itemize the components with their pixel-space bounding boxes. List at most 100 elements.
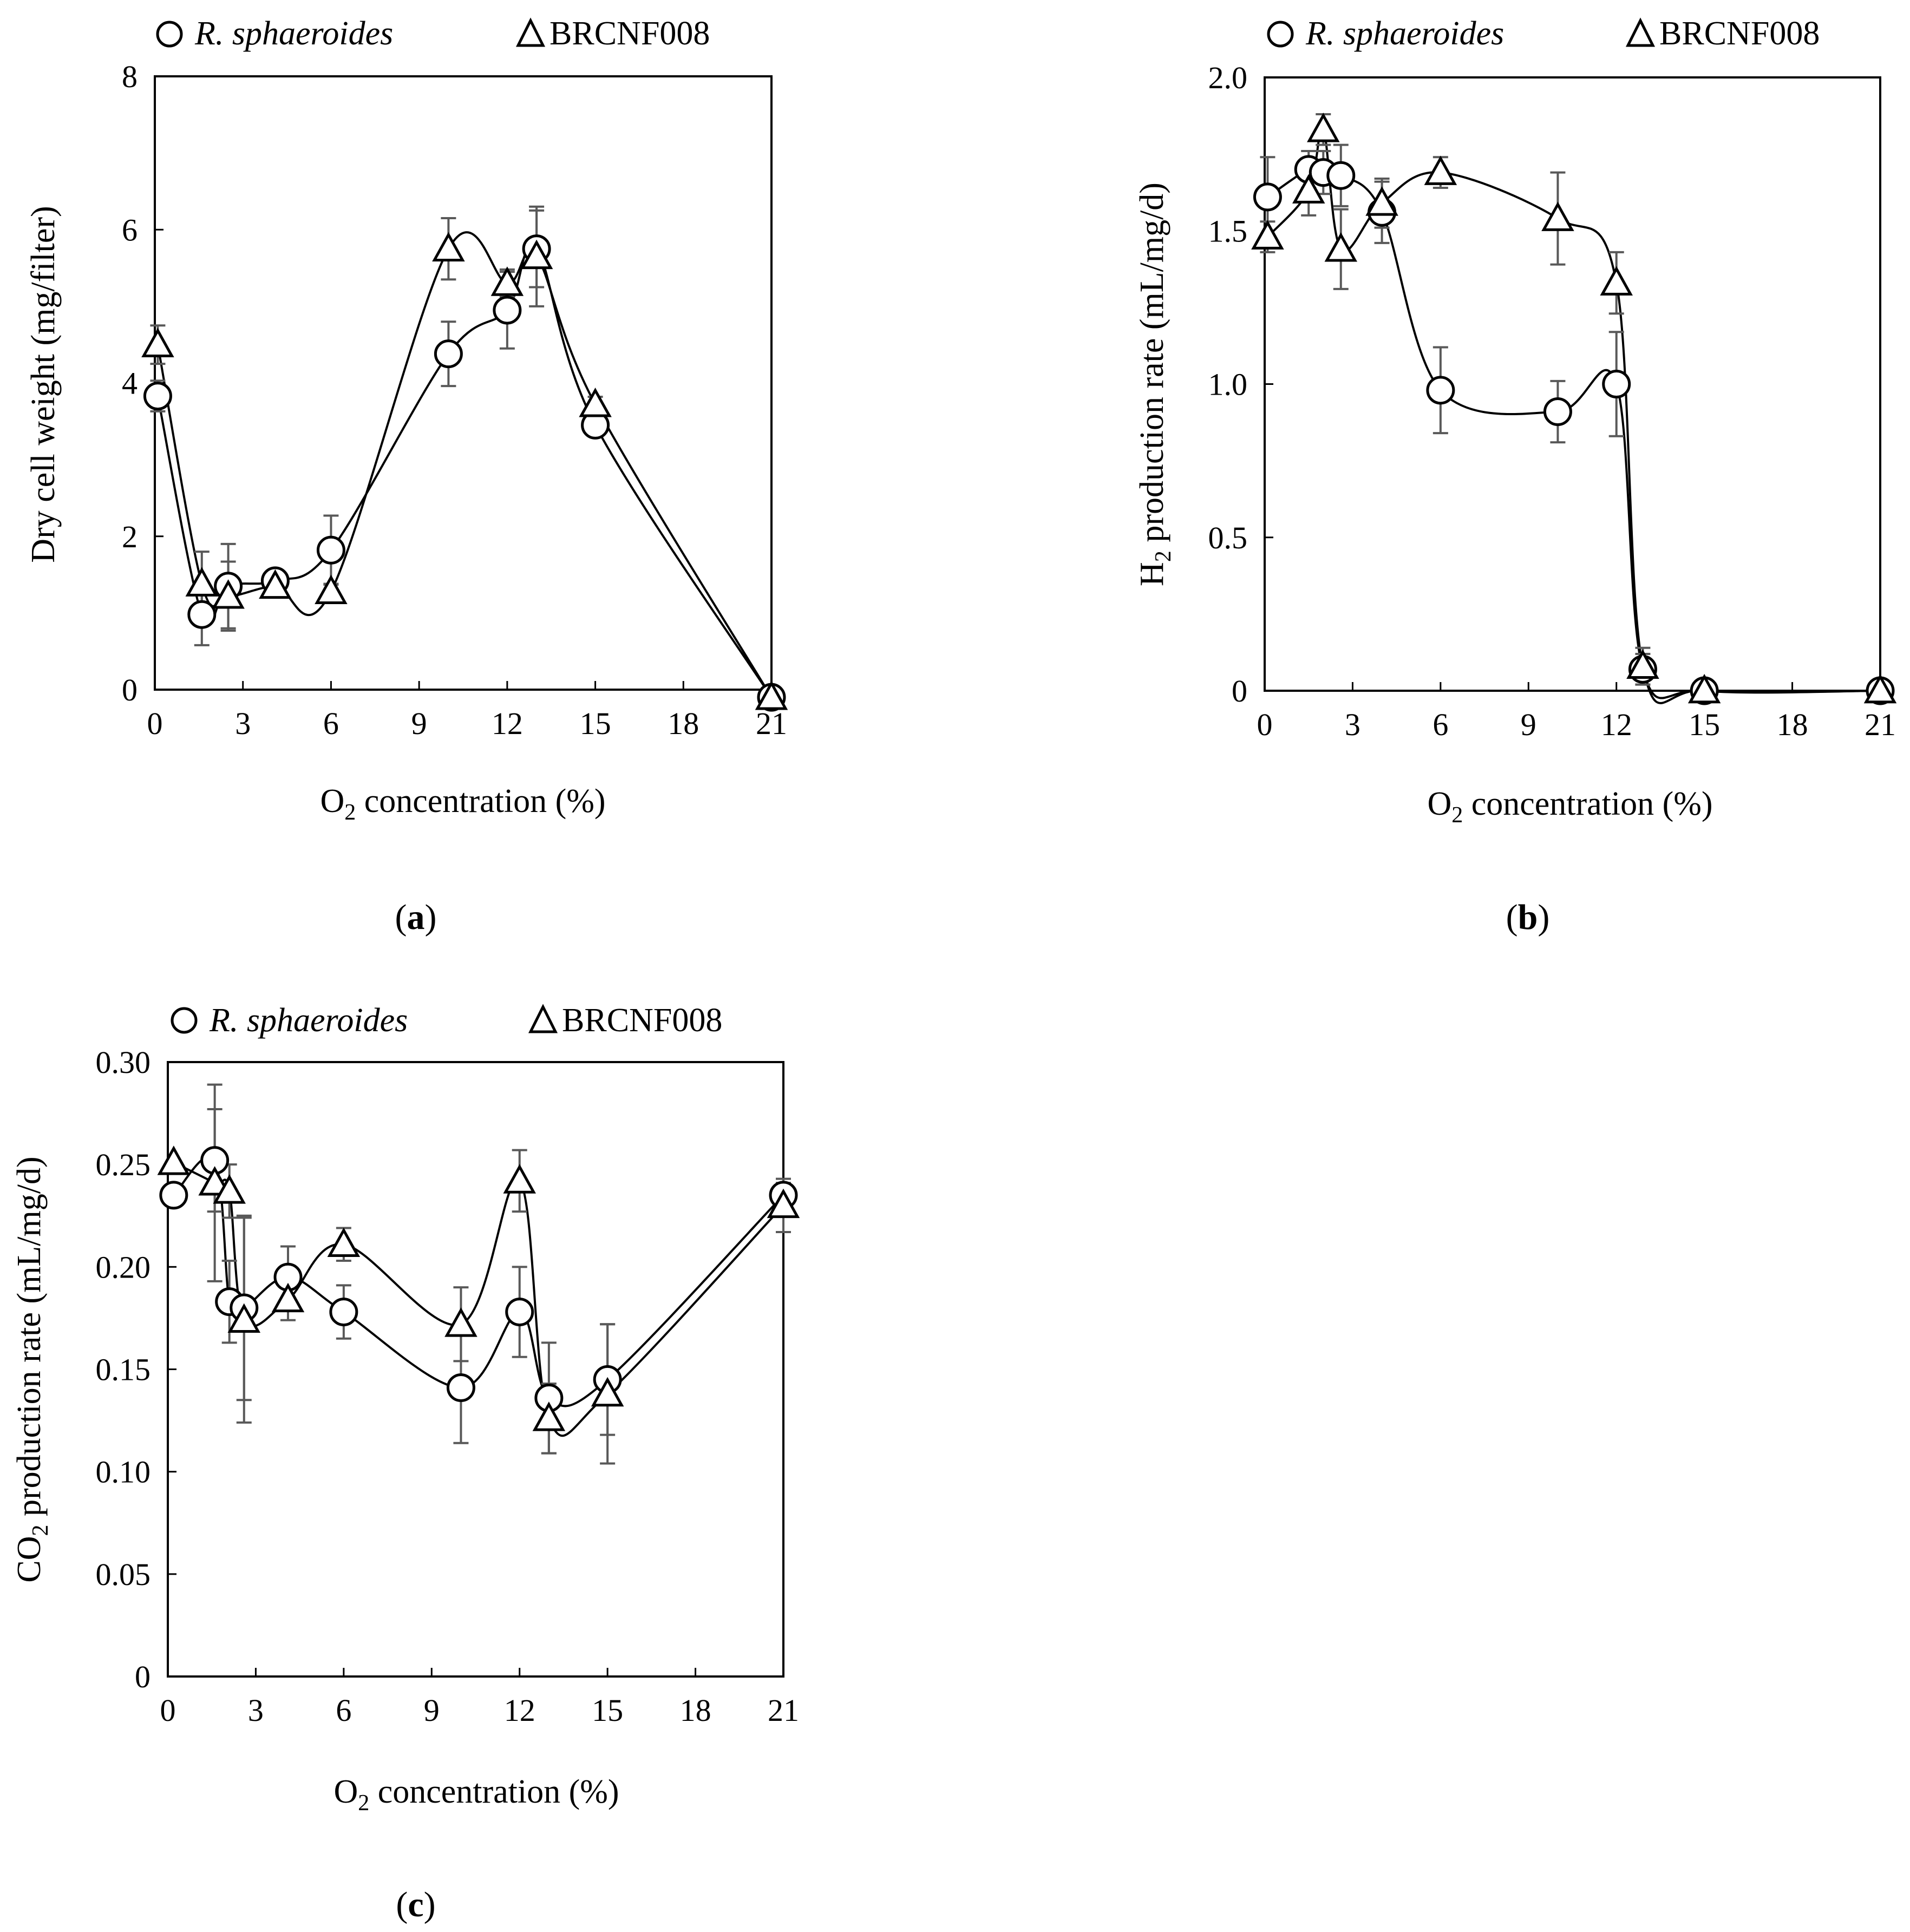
series-lines bbox=[1266, 127, 1881, 704]
x-tick-label: 0 bbox=[160, 1693, 176, 1728]
series-line-r-sphaeroides bbox=[156, 244, 773, 698]
x-axis-label: O2 concentration (%) bbox=[1427, 785, 1712, 828]
series-line-r-sphaeroides bbox=[1267, 167, 1881, 699]
data-point-brcnf008 bbox=[532, 1401, 566, 1431]
data-point-brcnf008 bbox=[490, 266, 524, 296]
data-point-brcnf008 bbox=[1600, 266, 1633, 296]
y-axis-label: Dry cell weight (mg/filter) bbox=[25, 206, 62, 562]
data-point-brcnf008 bbox=[315, 574, 348, 605]
y-axis-ticks: 0 0.5 1.0 1.5 2.0 bbox=[1208, 60, 1273, 709]
x-axis-ticks: 0 3 6 9 12 15 18 21 bbox=[1257, 682, 1896, 742]
x-axis-ticks: 0 3 6 9 12 15 18 21 bbox=[160, 1668, 799, 1728]
data-point-brcnf008 bbox=[1863, 673, 1897, 704]
x-axis-ticks: 0 3 6 9 12 15 18 21 bbox=[147, 681, 787, 741]
y-tick-label: 0.15 bbox=[96, 1352, 151, 1387]
y-axis-ticks: 0 0.05 0.10 0.15 0.20 0.25 0.30 bbox=[96, 1045, 176, 1694]
data-point-brcnf008 bbox=[198, 1166, 231, 1196]
data-point-brcnf008 bbox=[1626, 649, 1659, 679]
legend-triangle-marker bbox=[515, 17, 546, 47]
y-tick-label: 0.10 bbox=[96, 1455, 151, 1490]
data-point-r-sphaeroides bbox=[316, 535, 345, 565]
y-axis-label: H2 production rate (mL/mg/d) bbox=[1134, 182, 1176, 586]
series-line-brcnf008 bbox=[173, 1161, 784, 1437]
x-tick-label: 3 bbox=[248, 1693, 264, 1728]
x-tick-label: 3 bbox=[1345, 707, 1360, 742]
series-lines bbox=[156, 231, 773, 698]
plot-frame bbox=[154, 75, 773, 691]
data-point-brcnf008 bbox=[520, 239, 553, 270]
data-point-brcnf008 bbox=[1541, 201, 1574, 231]
legend-label-r-sphaeroides: R. sphaeroides bbox=[1305, 15, 1504, 52]
y-tick-label: 8 bbox=[122, 59, 138, 94]
y-tick-label: 0 bbox=[122, 672, 138, 708]
y-tick-label: 4 bbox=[122, 366, 138, 401]
panel-label-c: (c) bbox=[396, 1885, 435, 1924]
data-point-brcnf008 bbox=[432, 232, 465, 261]
data-point-r-sphaeroides bbox=[434, 339, 463, 369]
data-markers bbox=[1251, 113, 1897, 705]
x-tick-label: 12 bbox=[504, 1693, 535, 1728]
legend-circle-marker bbox=[1267, 21, 1294, 48]
x-axis-label: O2 concentration (%) bbox=[333, 1773, 619, 1816]
x-axis-label: O2 concentration (%) bbox=[320, 783, 605, 825]
data-point-brcnf008 bbox=[1292, 174, 1325, 204]
legend-label-r-sphaeroides: R. sphaeroides bbox=[209, 1002, 408, 1039]
panel-a: R. sphaeroides BRCNF008 0 3 6 9 12 15 18 21 0 2 4… bbox=[25, 15, 788, 937]
x-tick-label: 0 bbox=[1257, 707, 1273, 742]
y-tick-label: 0 bbox=[135, 1659, 151, 1694]
data-point-brcnf008 bbox=[157, 1145, 191, 1175]
data-point-brcnf008 bbox=[503, 1164, 536, 1194]
x-tick-label: 18 bbox=[668, 706, 699, 741]
x-tick-label: 6 bbox=[323, 706, 339, 741]
x-tick-label: 3 bbox=[235, 706, 251, 741]
data-point-r-sphaeroides bbox=[159, 1181, 188, 1210]
data-point-r-sphaeroides bbox=[493, 296, 522, 325]
data-point-brcnf008 bbox=[185, 567, 219, 597]
x-tick-label: 9 bbox=[424, 1693, 440, 1728]
x-tick-label: 15 bbox=[580, 706, 611, 741]
panel-c: R. sphaeroides BRCNF008 0 3 6 9 12 15 18 21 0 0.… bbox=[11, 1002, 800, 1924]
data-point-brcnf008 bbox=[1307, 113, 1340, 142]
y-axis-label: CO2 production rate (mL/mg/d) bbox=[11, 1156, 53, 1582]
panel-label-a: (a) bbox=[395, 898, 437, 937]
data-point-r-sphaeroides bbox=[329, 1298, 358, 1327]
data-point-r-sphaeroides bbox=[1543, 397, 1572, 426]
data-point-r-sphaeroides bbox=[143, 382, 172, 411]
y-tick-label: 2.0 bbox=[1208, 60, 1248, 95]
series-line-brcnf008 bbox=[156, 231, 773, 698]
data-point-brcnf008 bbox=[1324, 232, 1358, 262]
data-point-brcnf008 bbox=[755, 680, 788, 710]
plot-frame bbox=[1264, 76, 1881, 692]
x-tick-label: 12 bbox=[492, 706, 523, 741]
plot-frame bbox=[167, 1061, 784, 1678]
panel-label-b: (b) bbox=[1506, 898, 1550, 937]
data-point-r-sphaeroides bbox=[446, 1373, 475, 1403]
panel-b: R. sphaeroides BRCNF008 0 3 6 9 12 15 18 21 0 0.… bbox=[1134, 15, 1897, 937]
legend-circle-marker bbox=[171, 1007, 198, 1034]
legend-label-brcnf008: BRCNF008 bbox=[550, 15, 710, 52]
legend: R. sphaeroides BRCNF008 bbox=[171, 1002, 722, 1039]
x-tick-label: 18 bbox=[680, 1693, 711, 1728]
y-tick-label: 0 bbox=[1232, 673, 1247, 709]
data-point-brcnf008 bbox=[327, 1227, 361, 1258]
data-point-brcnf008 bbox=[212, 579, 245, 609]
x-tick-label: 12 bbox=[1601, 707, 1632, 742]
data-point-brcnf008 bbox=[767, 1188, 800, 1219]
data-point-brcnf008 bbox=[259, 569, 292, 599]
data-point-brcnf008 bbox=[213, 1174, 246, 1204]
series-lines bbox=[173, 1155, 784, 1437]
data-markers bbox=[141, 232, 788, 712]
x-tick-label: 9 bbox=[411, 706, 427, 741]
legend-triangle-marker bbox=[1625, 17, 1656, 47]
data-point-r-sphaeroides bbox=[1426, 376, 1455, 405]
data-point-brcnf008 bbox=[579, 388, 612, 417]
data-point-r-sphaeroides bbox=[1602, 370, 1631, 398]
data-point-r-sphaeroides bbox=[1326, 161, 1356, 190]
x-tick-label: 6 bbox=[1432, 707, 1448, 742]
y-tick-label: 0.30 bbox=[96, 1045, 151, 1080]
x-tick-label: 0 bbox=[147, 706, 163, 741]
data-point-brcnf008 bbox=[1687, 673, 1721, 704]
legend-label-r-sphaeroides: R. sphaeroides bbox=[194, 15, 393, 52]
legend-label-brcnf008: BRCNF008 bbox=[562, 1002, 722, 1039]
data-markers bbox=[157, 1145, 800, 1431]
